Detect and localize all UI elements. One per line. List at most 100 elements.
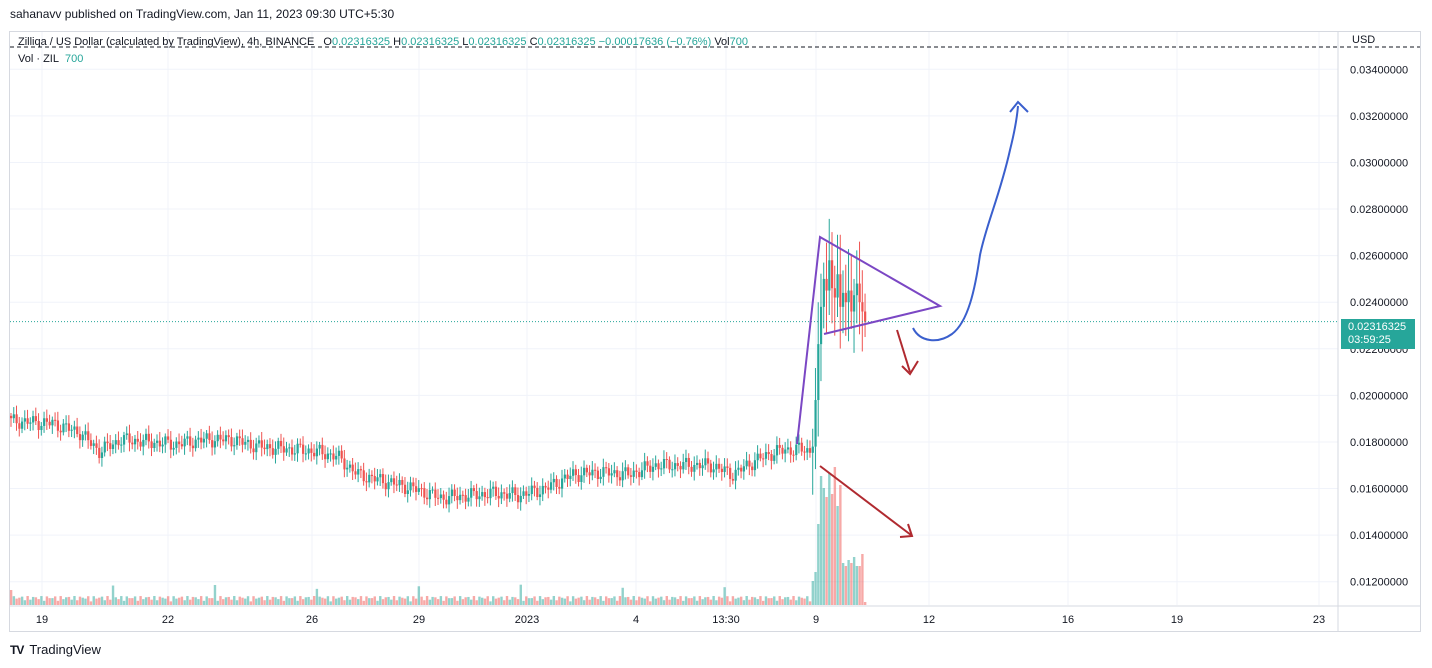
volume-bar [301,599,305,605]
candle-body [558,486,561,489]
volume-bar [401,597,404,605]
candle-body [555,478,558,487]
volume-bar [89,601,93,605]
volume-bar [547,596,550,605]
volume-bar [767,598,770,605]
volume-bar [23,600,27,605]
volume-bar [31,596,35,605]
candle-body [792,454,795,456]
volume-bar [646,596,649,605]
publisher-line: sahanavv published on TradingView.com, J… [10,7,395,21]
symbol-legend: Zilliqa / US Dollar (calculated by Tradi… [18,36,748,48]
volume-bar [95,598,98,605]
candle-body [227,435,230,438]
volume-bar [833,467,837,605]
candle-body [580,475,583,482]
candle-body [803,451,806,453]
candle-body [156,440,159,443]
candle-body [651,466,655,472]
candle-body [381,474,385,484]
volume-bar [384,597,387,605]
volume-bar [128,598,131,605]
candle-body [610,473,613,476]
candle-body [73,426,76,430]
candle-body [241,438,244,445]
candle-body [596,470,600,479]
volume-bar [649,601,652,605]
volume-bar [169,601,173,605]
open-label: O [323,36,332,48]
candle-body [222,439,225,442]
candle-body [370,474,374,477]
candle-body [260,440,263,448]
volume-bar [808,601,812,605]
candle-body [32,416,35,423]
volume-bar [676,599,680,605]
volume-bar [593,597,597,605]
candle-body [230,437,233,447]
time-tick-label: 13:30 [712,614,740,626]
candle-body [530,485,533,495]
candle-body [144,433,148,440]
volume-bar [376,600,379,605]
volume-bar [494,598,498,605]
volume-bar [544,597,547,605]
volume-bar [202,600,206,605]
volume-bar [188,599,192,605]
candle-body [180,444,184,447]
currency-label[interactable]: USD [1352,34,1376,46]
volume-bar [257,597,261,605]
volume-bar [98,597,101,605]
candle-body [786,447,790,450]
candle-body [572,469,575,476]
volume-bar [403,598,407,605]
volume-bar [525,596,528,605]
volume-bar [478,596,481,605]
volume-bar [841,563,845,605]
volume-bar [500,596,503,605]
volume-bar [216,600,219,605]
candle-body [346,467,349,470]
candle-body [293,453,296,455]
candle-body [544,485,547,488]
volume-bar [464,597,467,605]
volume-bar [106,596,109,605]
volume-bar [409,601,412,605]
candle-body [459,494,462,501]
volume-bar [742,600,746,605]
candle-body [500,492,503,499]
volume-bar [800,597,803,605]
volume-bar [406,596,410,605]
volume-legend: Vol · ZIL 700 [18,53,83,65]
volume-bar [662,600,666,605]
volume-bar [456,600,459,605]
volume-bar [390,599,393,605]
candle-body [566,474,569,480]
volume-bar [607,598,611,605]
volume-bar [795,600,798,605]
candle-body [519,495,522,503]
candle-body [740,467,743,472]
volume-bar [255,598,258,605]
volume-bar [737,597,740,605]
candle-body [139,441,142,447]
price-tick-label: 0.02400000 [1350,297,1408,309]
candle-body [472,488,476,492]
volume-bar [577,597,580,605]
candle-body [514,487,517,496]
volume-bar [453,596,456,605]
volume-bar [100,596,104,605]
volume-bar [205,596,208,605]
volume-bar [472,596,476,605]
footer-brand[interactable]: TV TradingView [10,642,101,657]
candle-body [789,447,792,455]
candle-body [561,478,564,489]
candle-body [249,439,252,449]
candle-body [153,442,156,449]
candle-body [850,290,853,312]
volume-bar [825,497,828,605]
price-tick-label: 0.02800000 [1350,204,1408,216]
volume-bar [610,598,613,605]
candle-body [649,465,652,472]
